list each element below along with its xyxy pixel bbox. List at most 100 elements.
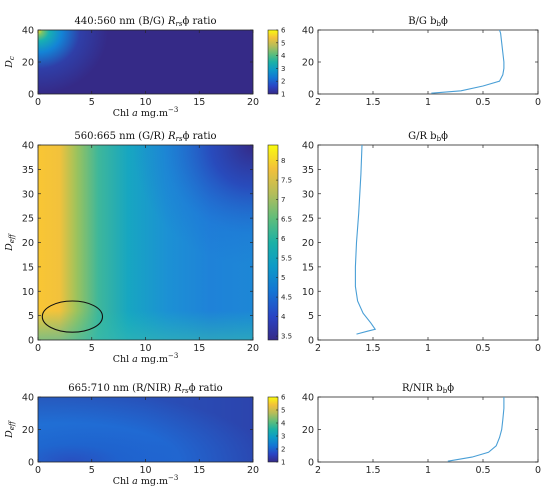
x-tick-label: 0.5 — [475, 343, 490, 354]
title-text: 560:665 nm (G/R) — [74, 131, 168, 142]
y-tick-label: 35 — [22, 165, 34, 176]
x-tick-label: 0 — [35, 343, 41, 354]
heatmap-bottom-band — [38, 145, 253, 340]
axes-frame — [317, 144, 539, 341]
x-tick-label: 5 — [89, 343, 95, 354]
title-text: B/G b — [408, 16, 436, 27]
series-line — [447, 397, 505, 462]
y-tick-label: 20 — [302, 425, 314, 436]
chart-title: R/NIR bbϕ — [402, 383, 454, 395]
heatmap-panel-gr: 0 5 10 15 20 0 5 10 15 20 25 30 35 40 560:665 nm (G/R)… — [4, 131, 292, 365]
y-tick-label: 20 — [22, 58, 34, 69]
colorbar — [267, 396, 279, 463]
x-tick-label: 10 — [139, 465, 151, 476]
title-symbol: R — [173, 383, 182, 394]
x-tick-label: 0 — [535, 465, 541, 476]
y-tick-label: 15 — [22, 262, 34, 273]
x-tick-label: 0.5 — [475, 465, 490, 476]
chart-title: 560:665 nm (G/R) Rrsϕ ratio — [74, 131, 216, 143]
y-tick-label: 0 — [308, 336, 314, 347]
colorbar-tick-label: 6.5 — [281, 216, 292, 224]
x-tick-label: 5 — [89, 97, 95, 108]
y-tick-label: 10 — [302, 287, 314, 298]
y-tick-label: 20 — [22, 425, 34, 436]
colorbar-tick-label: 5 — [281, 274, 285, 282]
y-tick-label: 35 — [302, 165, 314, 176]
heatmap-shade — [38, 397, 253, 462]
xlabel-part: Chl — [113, 476, 132, 487]
y-tick-label: 0 — [28, 458, 34, 469]
title-subscript: rs — [182, 387, 189, 395]
y-tick-label: 25 — [22, 214, 34, 225]
title-subscript: rs — [176, 20, 183, 28]
x-tick-label: 20 — [247, 465, 259, 476]
title-tail: ϕ ratio — [183, 131, 217, 142]
colorbar-tick-label: 3.5 — [281, 333, 292, 341]
colorbar-tick-label: 5.5 — [281, 255, 292, 263]
xlabel-part: −3 — [168, 106, 178, 114]
x-tick-label: 0.5 — [475, 97, 490, 108]
y-tick-label: 20 — [302, 58, 314, 69]
xlabel-part: a — [132, 108, 138, 119]
x-axis-label: Chl a mg.m−3 — [113, 474, 179, 487]
xlabel-part: −3 — [168, 352, 178, 360]
title-text: 665:710 nm (R/NIR) — [68, 383, 174, 394]
x-tick-label: 1.5 — [365, 465, 380, 476]
chart-title: 665:710 nm (R/NIR) Rrsϕ ratio — [68, 383, 222, 395]
x-tick-label: 1.5 — [365, 97, 380, 108]
x-tick-label: 20 — [247, 343, 259, 354]
y-tick-label: 40 — [302, 26, 314, 37]
x-tick-label: 15 — [193, 97, 205, 108]
colorbar-tick-label: 4 — [281, 420, 286, 428]
title-subscript: b — [443, 387, 448, 395]
xlabel-part: a — [132, 476, 138, 487]
ylabel-part: D — [4, 430, 15, 439]
colorbar-tick-label: 3 — [281, 65, 285, 73]
colorbar-tick-label: 5 — [281, 39, 285, 47]
colorbar-tick-label: 7 — [281, 196, 285, 204]
x-tick-label: 1 — [425, 97, 431, 108]
xlabel-part: −3 — [168, 474, 178, 482]
colorbar-tick-label: 5 — [281, 407, 285, 415]
title-tail: ϕ — [441, 131, 448, 142]
y-tick-label: 40 — [302, 141, 314, 152]
x-tick-label: 0 — [535, 343, 541, 354]
xlabel-part: a — [132, 354, 138, 365]
ylabel-part: D — [4, 243, 15, 252]
colorbar — [267, 144, 279, 341]
x-tick-label: 5 — [89, 465, 95, 476]
ylabel-part: eff — [8, 420, 16, 430]
x-tick-label: 10 — [139, 343, 151, 354]
title-tail: ϕ — [447, 383, 454, 394]
title-tail: ϕ ratio — [189, 383, 223, 394]
title-symbol: R — [167, 16, 176, 27]
x-tick-label: 2 — [315, 97, 321, 108]
colorbar — [267, 29, 279, 95]
chart-title: B/G bbϕ — [408, 16, 448, 28]
colorbar-tick-label: 1 — [281, 91, 285, 99]
title-text: R/NIR b — [402, 383, 443, 394]
xlabel-part: mg.m — [138, 476, 168, 487]
line-panel-bg: 2 1.5 1 0.5 0 0 20 40 B/G bbϕ — [302, 16, 541, 108]
y-tick-label: 15 — [302, 262, 314, 273]
colorbar-tick-label: 3 — [281, 433, 285, 441]
colorbar-tick-label: 6 — [281, 235, 286, 243]
y-tick-label: 5 — [308, 311, 314, 322]
xlabel-part: mg.m — [138, 108, 168, 119]
y-tick-label: 25 — [302, 214, 314, 225]
line-panel-gr: 2 1.5 1 0.5 0 0 5 10 15 20 25 30 35 40 G/R bbϕ — [302, 131, 541, 354]
title-tail: ϕ — [441, 16, 448, 27]
xlabel-part: Chl — [113, 108, 132, 119]
colorbar-tick-label: 8 — [281, 157, 285, 165]
y-tick-label: 10 — [22, 287, 34, 298]
xlabel-part: mg.m — [138, 354, 168, 365]
x-axis-label: Chl a mg.m−3 — [113, 106, 179, 119]
title-symbol: R — [167, 131, 176, 142]
colorbar-tick-label: 7.5 — [281, 177, 292, 185]
title-tail: ϕ ratio — [183, 16, 217, 27]
x-tick-label: 0 — [535, 97, 541, 108]
ylabel-part: eff — [8, 233, 16, 243]
x-tick-label: 0 — [35, 97, 41, 108]
